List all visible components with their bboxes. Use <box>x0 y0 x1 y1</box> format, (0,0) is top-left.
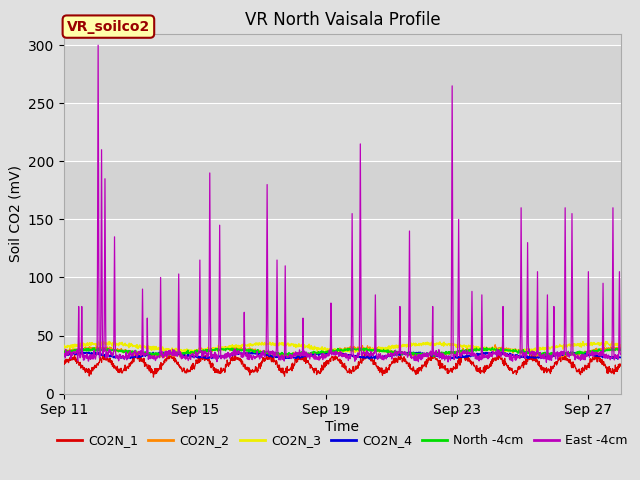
Y-axis label: Soil CO2 (mV): Soil CO2 (mV) <box>8 165 22 262</box>
Bar <box>64 161 621 219</box>
Bar <box>64 45 621 103</box>
X-axis label: Time: Time <box>325 420 360 434</box>
Legend: CO2N_1, CO2N_2, CO2N_3, CO2N_4, North -4cm, East -4cm: CO2N_1, CO2N_2, CO2N_3, CO2N_4, North -4… <box>52 429 632 452</box>
Title: VR North Vaisala Profile: VR North Vaisala Profile <box>244 11 440 29</box>
Bar <box>64 277 621 336</box>
Text: VR_soilco2: VR_soilco2 <box>67 20 150 34</box>
